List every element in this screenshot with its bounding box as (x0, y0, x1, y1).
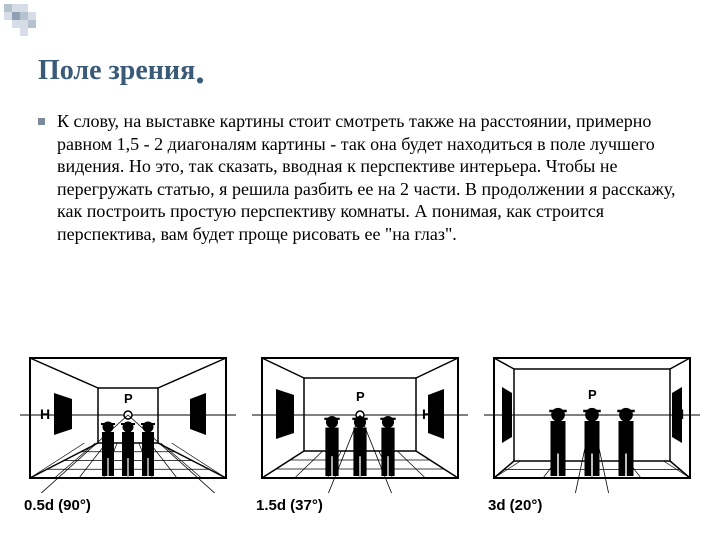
title-period: . (195, 50, 205, 92)
perspective-svg-1: HP (252, 343, 468, 493)
svg-text:P: P (124, 391, 133, 406)
panel-caption-2: 3d (20°) (488, 497, 542, 514)
body-block: К слову, на выставке картины стоит смотр… (38, 110, 688, 245)
perspective-panel-1: HP 1.5d (37°) (252, 343, 468, 514)
perspective-panel-2: HP 3d (20°) (484, 343, 700, 514)
svg-text:P: P (356, 389, 365, 404)
perspective-svg-2: HP (484, 343, 700, 493)
bullet-row: К слову, на выставке картины стоит смотр… (38, 110, 688, 245)
panel-caption-0: 0.5d (90°) (24, 497, 91, 514)
perspective-svg-0: HP (20, 343, 236, 493)
perspective-panel-0: HP 0.5d (90°) (20, 343, 236, 514)
panel-caption-1: 1.5d (37°) (256, 497, 323, 514)
bullet-square-icon (38, 118, 45, 125)
page-title: Поле зрения. (38, 55, 205, 87)
title-text: Поле зрения (38, 55, 195, 86)
svg-text:H: H (40, 406, 50, 422)
slide-corner-decoration (4, 4, 84, 45)
body-paragraph: К слову, на выставке картины стоит смотр… (57, 110, 688, 245)
svg-text:P: P (588, 387, 597, 402)
diagram-row: HP 0.5d (90°) HP 1.5d (37°) HP 3d (20°) (20, 343, 700, 514)
